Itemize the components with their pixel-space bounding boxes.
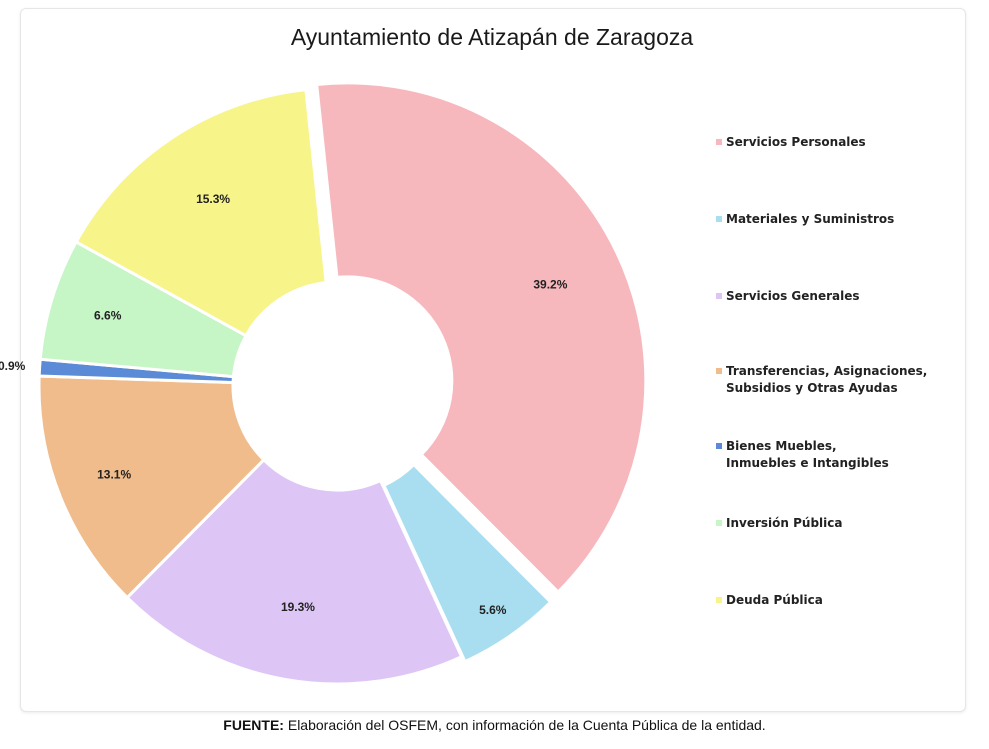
legend-label: Servicios Generales (726, 289, 860, 303)
legend-item: Bienes Muebles, Inmuebles e Intangibles (716, 438, 941, 472)
donut-slice-2 (381, 462, 553, 664)
chart-title: Ayuntamiento de Atizapán de Zaragoza (290, 24, 694, 50)
source-prefix: FUENTE: (223, 717, 284, 733)
legend-swatch (716, 216, 722, 222)
legend-item: Deuda Pública (716, 592, 941, 609)
slice-label-3: 19.3% (281, 600, 315, 614)
legend-swatch (716, 293, 722, 299)
legend-item: Materiales y Suministros (716, 211, 941, 228)
slice-label-6: 6.6% (94, 309, 122, 323)
legend-item: Servicios Personales (716, 134, 941, 151)
slice-label-1: 39.2% (533, 278, 567, 292)
legend-label: Inversión Pública (726, 516, 843, 530)
legend-label: Transferencias, Asignaciones, Subsidios y… (726, 364, 928, 395)
source-text: Elaboración del OSFEM, con información d… (283, 717, 766, 733)
legend-item: Transferencias, Asignaciones, Subsidios y… (716, 363, 941, 397)
slice-label-2: 5.6% (479, 603, 507, 617)
chart-legend: Servicios Personales Materiales y Suminis… (716, 0, 966, 700)
legend-swatch (716, 368, 722, 374)
legend-label: Bienes Muebles, Inmuebles e Intangibles (726, 439, 889, 470)
legend-swatch (716, 443, 722, 449)
source-note: FUENTE: Elaboración del OSFEM, con infor… (0, 717, 989, 733)
legend-label: Deuda Pública (726, 593, 823, 607)
donut-slice-4 (37, 374, 266, 600)
legend-label: Servicios Personales (726, 135, 866, 149)
slice-label-7: 15.3% (196, 192, 230, 206)
legend-item: Servicios Generales (716, 288, 941, 305)
donut-slice-3 (125, 457, 464, 686)
slice-label-5: 0.9% (0, 359, 26, 373)
legend-item: Inversión Pública (716, 515, 941, 532)
donut-slice-1 (315, 81, 648, 595)
slice-label-4: 13.1% (97, 468, 131, 482)
legend-swatch (716, 139, 722, 145)
legend-label: Materiales y Suministros (726, 212, 895, 226)
legend-swatch (716, 520, 722, 526)
donut-slice-7 (74, 87, 328, 338)
legend-swatch (716, 597, 722, 603)
